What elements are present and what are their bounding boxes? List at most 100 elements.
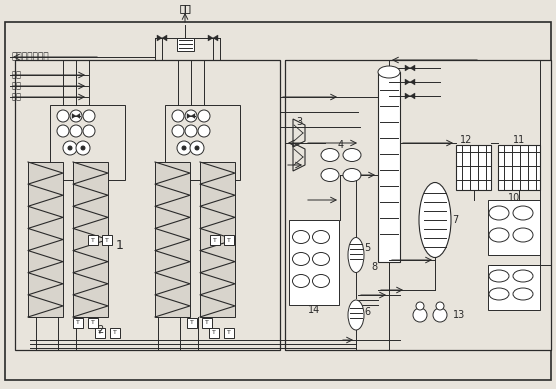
Polygon shape	[213, 35, 218, 41]
Text: 污氮去水冷却塔: 污氮去水冷却塔	[12, 53, 49, 61]
Polygon shape	[405, 79, 410, 85]
Text: T: T	[91, 238, 95, 242]
Bar	[102, 235, 112, 245]
Circle shape	[68, 146, 72, 150]
Text: 8: 8	[372, 262, 378, 272]
Bar	[177, 38, 194, 51]
Circle shape	[436, 302, 444, 310]
Circle shape	[433, 308, 447, 322]
Ellipse shape	[292, 252, 310, 266]
Text: 氧气: 氧气	[12, 70, 22, 79]
Circle shape	[81, 146, 85, 150]
Polygon shape	[72, 114, 76, 118]
Bar	[285, 60, 551, 350]
Circle shape	[57, 110, 69, 122]
Text: T: T	[105, 238, 109, 242]
Ellipse shape	[343, 149, 361, 161]
Bar	[202, 318, 212, 328]
Text: 14: 14	[308, 305, 320, 315]
Ellipse shape	[513, 288, 533, 300]
Circle shape	[177, 141, 191, 155]
Text: T: T	[212, 331, 216, 335]
Polygon shape	[208, 35, 213, 41]
Text: 12: 12	[460, 135, 472, 145]
Ellipse shape	[513, 228, 533, 242]
Ellipse shape	[489, 206, 509, 220]
Text: T: T	[190, 321, 194, 326]
Polygon shape	[410, 65, 415, 71]
Text: 3: 3	[296, 117, 302, 127]
Text: 2: 2	[97, 325, 103, 335]
Text: T: T	[213, 238, 217, 242]
Polygon shape	[162, 35, 167, 41]
Bar	[155, 162, 190, 317]
Bar	[73, 162, 108, 317]
Bar	[224, 235, 234, 245]
Polygon shape	[191, 114, 195, 118]
Ellipse shape	[513, 270, 533, 282]
Ellipse shape	[292, 231, 310, 244]
Circle shape	[198, 110, 210, 122]
Bar	[209, 328, 219, 338]
Text: T: T	[98, 331, 102, 335]
Circle shape	[195, 146, 199, 150]
Circle shape	[76, 141, 90, 155]
Ellipse shape	[312, 231, 330, 244]
Ellipse shape	[489, 228, 509, 242]
Circle shape	[83, 110, 95, 122]
Text: 4: 4	[338, 140, 344, 150]
Circle shape	[70, 125, 82, 137]
Circle shape	[413, 308, 427, 322]
Circle shape	[185, 125, 197, 137]
Bar	[73, 318, 83, 328]
Circle shape	[63, 141, 77, 155]
Bar	[50, 105, 125, 180]
Ellipse shape	[513, 206, 533, 220]
Text: T: T	[205, 321, 209, 326]
Circle shape	[190, 141, 204, 155]
Circle shape	[172, 125, 184, 137]
Polygon shape	[405, 65, 410, 71]
Text: 13: 13	[453, 310, 465, 320]
Text: 氮气: 氮气	[12, 82, 22, 91]
Bar	[488, 200, 540, 255]
Text: T: T	[227, 238, 231, 242]
Text: 放空: 放空	[179, 3, 191, 13]
Bar	[200, 162, 235, 317]
Circle shape	[172, 110, 184, 122]
Ellipse shape	[419, 182, 451, 258]
Ellipse shape	[312, 252, 330, 266]
Bar	[15, 60, 280, 350]
Text: T: T	[113, 331, 117, 335]
Bar	[378, 72, 400, 262]
Bar	[187, 318, 197, 328]
Text: T: T	[91, 321, 95, 326]
Text: 10: 10	[508, 193, 520, 203]
Polygon shape	[187, 114, 191, 118]
Text: 空气: 空气	[12, 93, 22, 102]
Bar	[289, 220, 339, 305]
Polygon shape	[410, 93, 415, 99]
Circle shape	[198, 125, 210, 137]
Bar	[88, 235, 98, 245]
Ellipse shape	[343, 168, 361, 182]
Ellipse shape	[348, 300, 364, 330]
Text: 7: 7	[452, 215, 458, 225]
Bar	[88, 318, 98, 328]
Bar	[224, 328, 234, 338]
Circle shape	[83, 125, 95, 137]
Bar	[165, 105, 240, 180]
Bar	[488, 265, 540, 310]
Circle shape	[57, 125, 69, 137]
Text: 5: 5	[364, 243, 370, 253]
Bar	[498, 145, 540, 190]
Ellipse shape	[378, 66, 400, 78]
Text: 11: 11	[513, 135, 525, 145]
Bar	[210, 235, 220, 245]
Text: 1: 1	[116, 238, 124, 252]
Ellipse shape	[321, 168, 339, 182]
Ellipse shape	[489, 270, 509, 282]
Polygon shape	[410, 79, 415, 85]
Circle shape	[182, 146, 186, 150]
Ellipse shape	[312, 275, 330, 287]
